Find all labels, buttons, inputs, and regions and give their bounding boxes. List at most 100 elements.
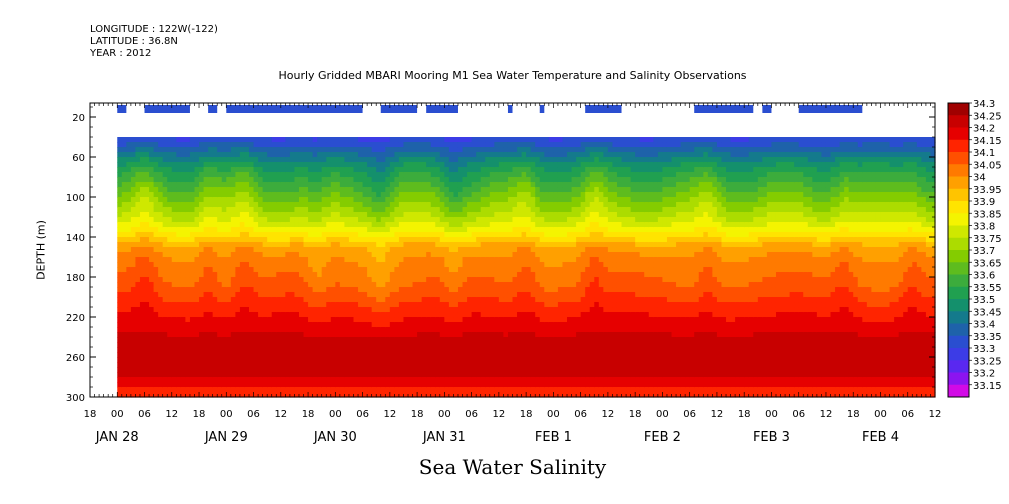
- heatmap-cell: [212, 162, 218, 168]
- heatmap-cell: [221, 147, 227, 153]
- heatmap-cell: [221, 312, 227, 318]
- heatmap-cell: [280, 272, 286, 278]
- heatmap-cell: [521, 267, 527, 273]
- heatmap-cell: [412, 377, 418, 383]
- heatmap-cell: [544, 327, 550, 333]
- heatmap-cell: [457, 162, 464, 168]
- heatmap-cell: [517, 172, 523, 178]
- heatmap-cell: [376, 387, 382, 393]
- heatmap-cell: [348, 307, 355, 313]
- heatmap-cell: [344, 162, 350, 168]
- heatmap-cell: [503, 242, 509, 248]
- heatmap-cell: [403, 312, 409, 318]
- heatmap-cell: [167, 282, 173, 288]
- heatmap-cell: [117, 232, 123, 238]
- heatmap-cell: [130, 272, 137, 278]
- heatmap-cell: [367, 257, 373, 263]
- chart-title: Hourly Gridded MBARI Mooring M1 Sea Wate…: [278, 69, 747, 82]
- heatmap-cell: [462, 277, 468, 283]
- heatmap-cell: [267, 232, 273, 238]
- heatmap-cell: [217, 227, 223, 233]
- heatmap-cell: [117, 142, 123, 148]
- heatmap-cell: [285, 352, 291, 358]
- heatmap-cell: [453, 342, 459, 348]
- heatmap-cell: [462, 372, 468, 378]
- heatmap-cell: [371, 377, 377, 383]
- heatmap-cell: [239, 157, 246, 163]
- heatmap-cell: [335, 157, 341, 163]
- heatmap-cell: [353, 332, 359, 338]
- heatmap-cell: [298, 262, 305, 268]
- heatmap-cell: [512, 257, 518, 263]
- heatmap-cell: [417, 297, 423, 303]
- heatmap-cell: [312, 282, 318, 288]
- heatmap-cell: [448, 242, 455, 248]
- heatmap-cell: [480, 232, 486, 238]
- heatmap-cell: [244, 277, 250, 283]
- heatmap-cell: [530, 192, 536, 198]
- heatmap-cell: [507, 227, 514, 233]
- heatmap-cell: [371, 327, 377, 333]
- heatmap-cell: [412, 302, 418, 308]
- heatmap-cell: [453, 202, 459, 208]
- heatmap-cell: [403, 322, 409, 328]
- heatmap-cell: [135, 222, 141, 228]
- heatmap-cell: [548, 362, 554, 368]
- heatmap-cell: [294, 267, 300, 273]
- heatmap-cell: [412, 262, 418, 268]
- heatmap-cell: [457, 247, 464, 253]
- heatmap-cell: [199, 377, 205, 383]
- heatmap-cell: [276, 257, 282, 263]
- heatmap-cell: [394, 347, 400, 353]
- heatmap-cell: [244, 292, 250, 298]
- heatmap-cell: [317, 212, 323, 218]
- heatmap-cell: [312, 312, 318, 318]
- heatmap-cell: [126, 387, 132, 393]
- heatmap-cell: [262, 257, 268, 263]
- heatmap-cell: [135, 207, 141, 213]
- heatmap-cell: [380, 372, 386, 378]
- heatmap-cell: [321, 217, 327, 223]
- heatmap-cell: [471, 337, 477, 343]
- heatmap-cell: [535, 137, 541, 143]
- heatmap-cell: [521, 367, 527, 373]
- heatmap-cell: [153, 142, 159, 148]
- heatmap-cell: [158, 342, 164, 348]
- heatmap-cell: [167, 192, 173, 198]
- heatmap-cell: [239, 372, 246, 378]
- heatmap-cell: [507, 322, 514, 328]
- heatmap-cell: [312, 382, 318, 388]
- heatmap-cell: [194, 137, 200, 143]
- heatmap-cell: [467, 327, 473, 333]
- heatmap-cell: [194, 212, 200, 218]
- heatmap-cell: [389, 177, 395, 183]
- heatmap-cell: [367, 367, 373, 373]
- heatmap-cell: [121, 182, 127, 188]
- heatmap-cell: [394, 287, 400, 293]
- heatmap-cell: [476, 312, 482, 318]
- heatmap-cell: [289, 337, 296, 343]
- heatmap-cell: [330, 392, 336, 398]
- heatmap-cell: [398, 332, 405, 338]
- heatmap-cell: [489, 257, 495, 263]
- heatmap-cell: [262, 242, 268, 248]
- heatmap-cell: [321, 182, 327, 188]
- heatmap-cell: [344, 332, 350, 338]
- heatmap-cell: [149, 287, 155, 293]
- heatmap-cell: [412, 267, 418, 273]
- heatmap-cell: [526, 227, 532, 233]
- heatmap-cell: [376, 377, 382, 383]
- heatmap-cell: [144, 277, 150, 283]
- heatmap-cell: [189, 232, 196, 238]
- heatmap-cell: [271, 362, 277, 368]
- heatmap-cell: [335, 202, 341, 208]
- heatmap-cell: [385, 332, 391, 338]
- heatmap-cell: [189, 197, 196, 203]
- heatmap-cell: [271, 152, 277, 158]
- heatmap-cell: [276, 152, 282, 158]
- heatmap-cell: [398, 247, 405, 253]
- heatmap-cell: [462, 152, 468, 158]
- heatmap-cell: [530, 137, 536, 143]
- heatmap-cell: [158, 307, 164, 313]
- heatmap-cell: [548, 357, 554, 363]
